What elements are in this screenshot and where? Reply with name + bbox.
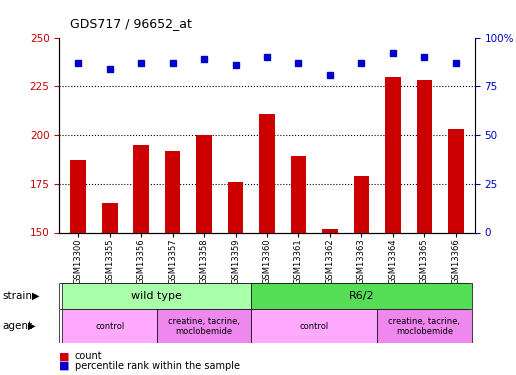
Bar xyxy=(62,283,251,309)
Bar xyxy=(62,309,157,343)
Text: creatine, tacrine,
moclobemide: creatine, tacrine, moclobemide xyxy=(168,316,240,336)
Text: creatine, tacrine,
moclobemide: creatine, tacrine, moclobemide xyxy=(389,316,460,336)
Text: ▶: ▶ xyxy=(28,321,36,331)
Bar xyxy=(385,76,401,232)
Text: ▶: ▶ xyxy=(32,291,40,301)
Bar xyxy=(448,129,464,232)
Bar xyxy=(251,309,377,343)
Bar xyxy=(165,151,181,232)
Text: ■: ■ xyxy=(59,361,70,370)
Bar xyxy=(196,135,212,232)
Text: R6/2: R6/2 xyxy=(349,291,374,301)
Bar xyxy=(291,156,307,232)
Text: strain: strain xyxy=(3,291,33,301)
Bar xyxy=(416,80,432,232)
Text: GDS717 / 96652_at: GDS717 / 96652_at xyxy=(70,17,191,30)
Bar xyxy=(70,160,86,232)
Bar xyxy=(157,309,251,343)
Bar xyxy=(102,203,118,232)
Text: ■: ■ xyxy=(59,351,70,361)
Bar xyxy=(353,176,369,232)
Bar xyxy=(251,283,472,309)
Text: control: control xyxy=(95,322,124,331)
Bar xyxy=(259,114,275,232)
Text: wild type: wild type xyxy=(132,291,182,301)
Text: percentile rank within the sample: percentile rank within the sample xyxy=(75,361,240,370)
Bar xyxy=(377,309,472,343)
Bar xyxy=(228,182,244,232)
Text: control: control xyxy=(300,322,329,331)
Bar xyxy=(133,145,149,232)
Text: agent: agent xyxy=(3,321,33,331)
Text: count: count xyxy=(75,351,103,361)
Bar xyxy=(322,229,338,232)
